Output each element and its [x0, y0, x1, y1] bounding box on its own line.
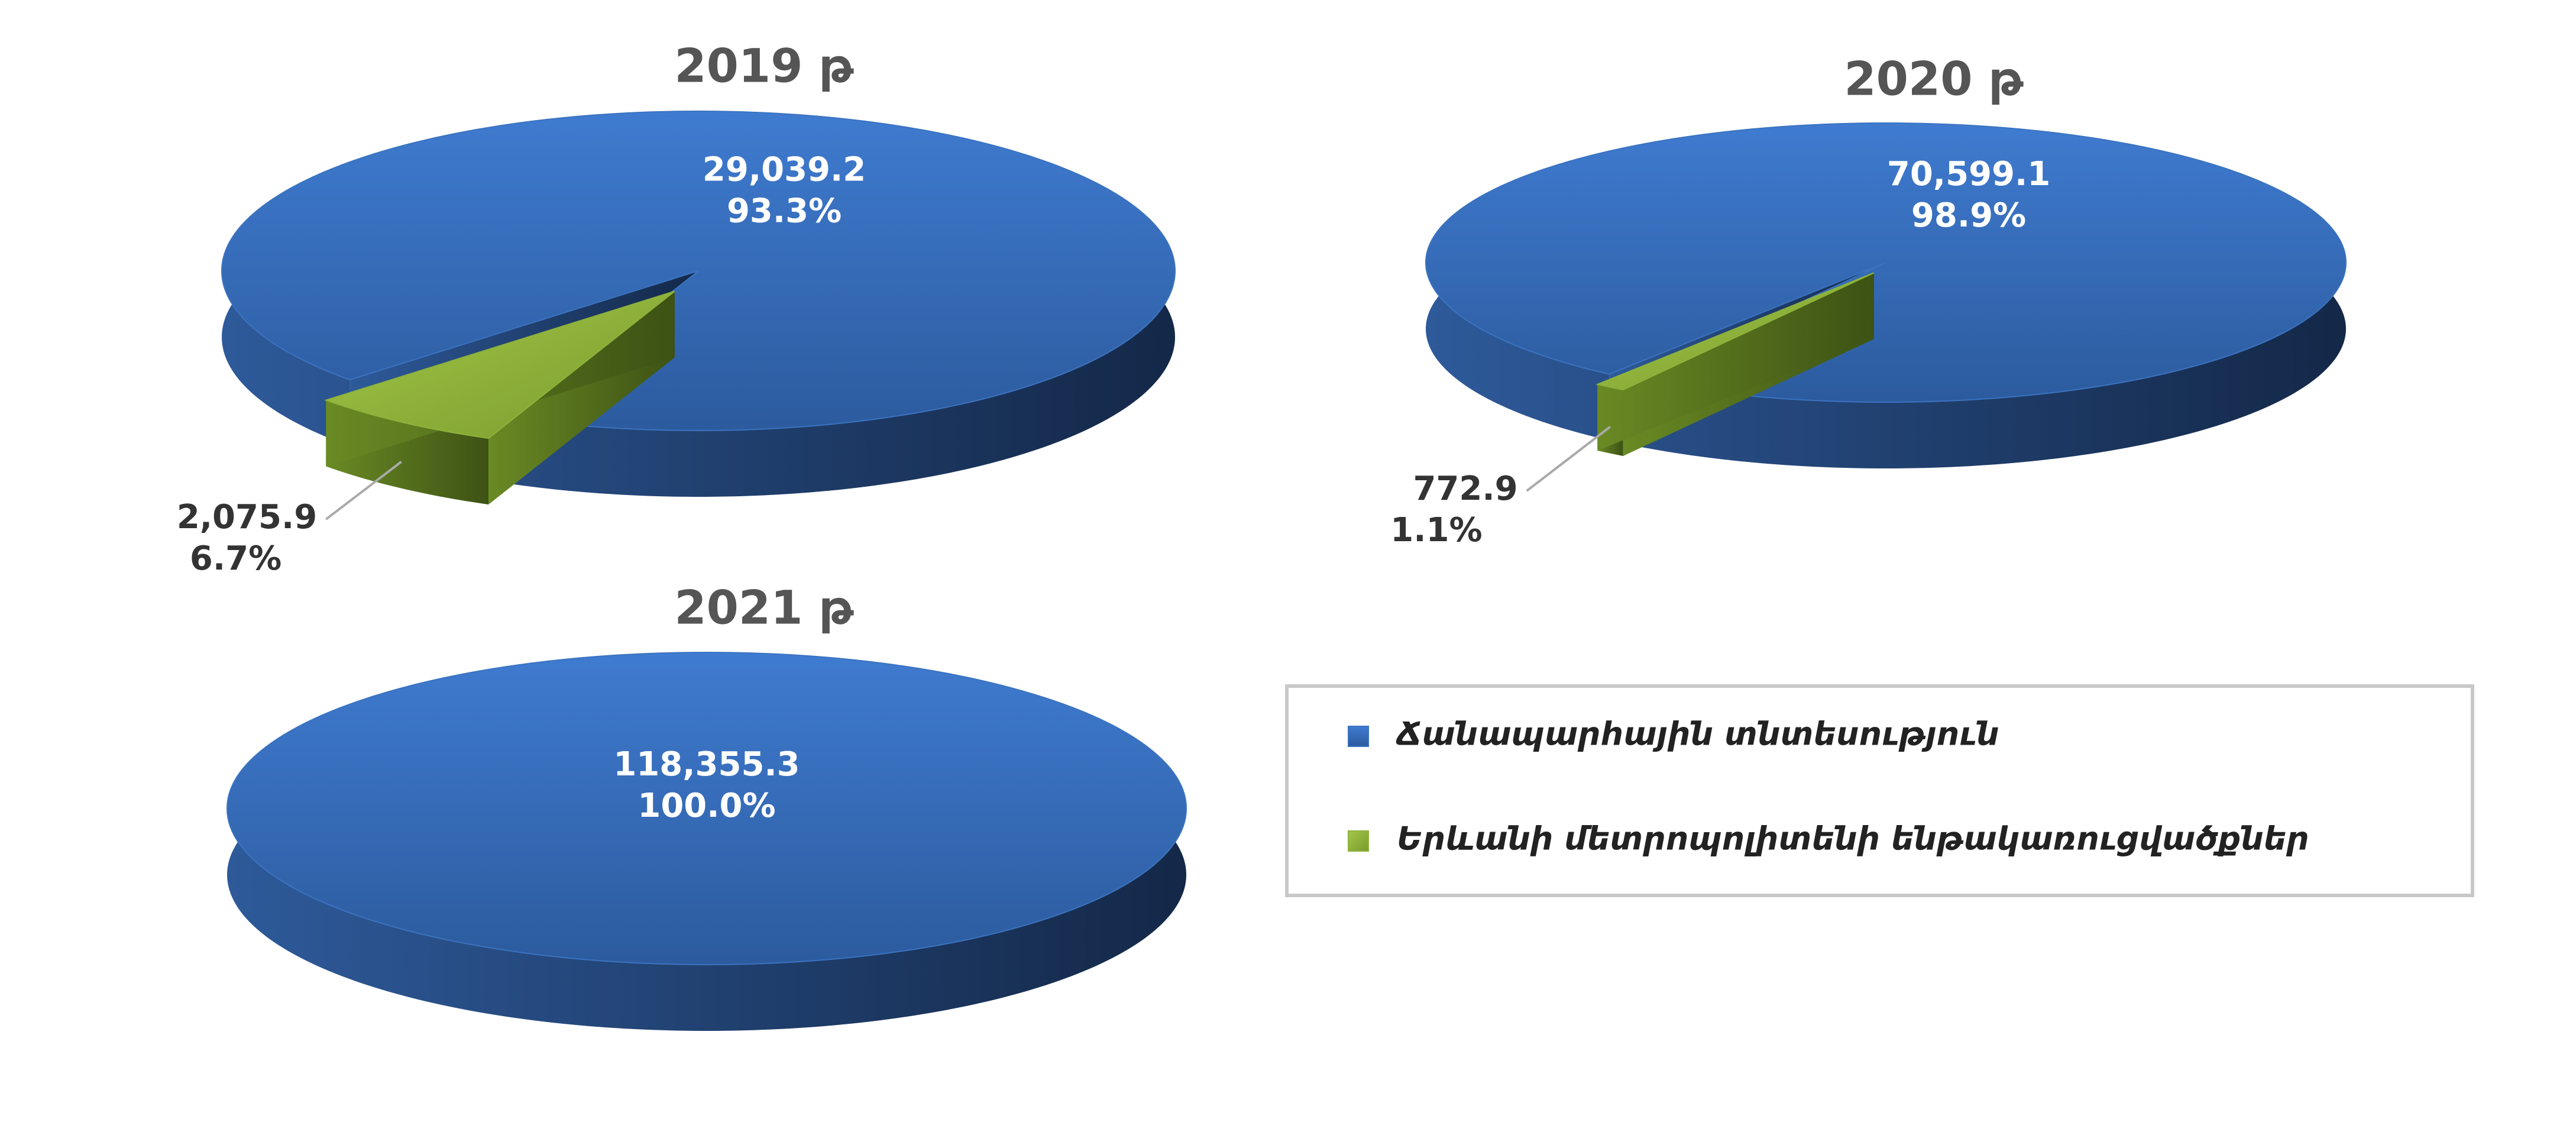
percent-label: 93.3% — [727, 192, 842, 231]
chart-title: 2019 թ — [674, 40, 853, 93]
slice-group — [1595, 272, 1875, 457]
legend-marker — [1348, 830, 1369, 852]
slice-cut — [1597, 273, 1874, 451]
percent-label: 6.7% — [190, 539, 281, 578]
value-label: 2,075.9 — [177, 498, 317, 536]
chart-title: 2021 թ — [674, 581, 853, 635]
slice-group — [226, 652, 1187, 1031]
pie-slice — [221, 111, 1176, 431]
pie-slice — [1425, 122, 2347, 403]
leader-line — [325, 461, 402, 520]
percent-label: 100.0% — [637, 787, 775, 825]
legend-label: Երևանի մետրոպոլիտենի ենթակառուցվածքներ — [1397, 820, 2309, 858]
legend-marker — [1348, 726, 1369, 747]
pie-slice — [226, 652, 1187, 965]
value-label: 118,355.3 — [613, 745, 800, 784]
pie-slice — [1595, 272, 1875, 391]
pie — [1425, 122, 2347, 468]
value-label: 70,599.1 — [1887, 155, 2050, 193]
slice-group — [1425, 122, 2347, 468]
value-label: 29,039.2 — [703, 151, 866, 189]
pie — [221, 111, 1176, 505]
pie-slice — [324, 290, 675, 439]
leader-line — [1526, 426, 1611, 492]
slice-group — [324, 290, 675, 505]
legend-label: Ճանապարհային տնտեսություն — [1396, 716, 1999, 753]
percent-label: 1.1% — [1390, 511, 1482, 549]
pie — [226, 652, 1187, 1031]
value-label: 772.9 — [1413, 470, 1517, 508]
legend-box — [1285, 684, 2474, 897]
percent-label: 98.9% — [1911, 196, 2026, 235]
chart-title: 2020 թ — [1844, 53, 2023, 106]
